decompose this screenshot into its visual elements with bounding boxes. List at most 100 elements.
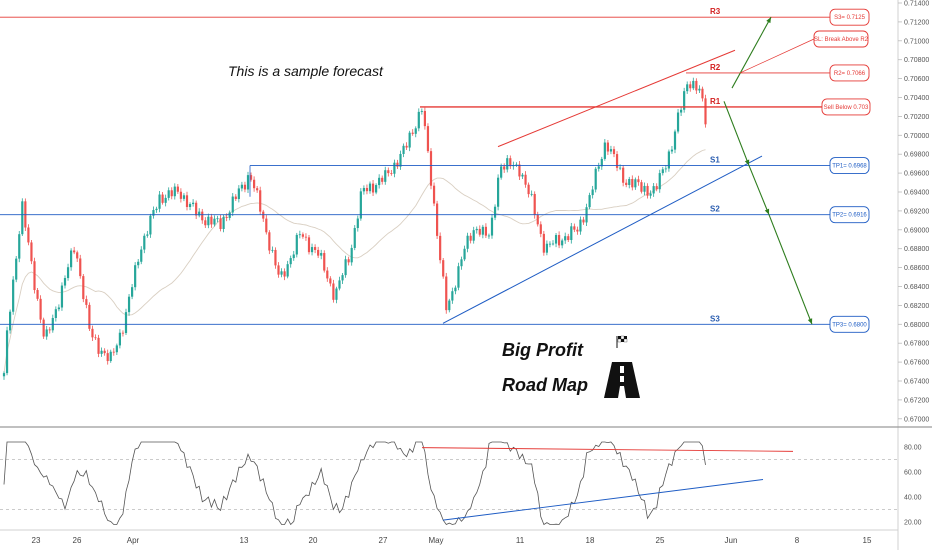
candle-body	[182, 195, 186, 199]
candle-body	[112, 351, 115, 353]
time-axis-ticks: 23 26 Apr 13 20 27 May 11 18 25 Jun 8 15	[32, 536, 872, 545]
candle-body	[399, 153, 402, 167]
upper-channel-line	[497, 49, 736, 148]
candle-body	[85, 299, 88, 305]
price-tick-label: 0.67200	[904, 397, 929, 404]
time-tick-label: 11	[516, 536, 525, 545]
candle-body	[436, 203, 439, 236]
candle-body	[124, 312, 128, 334]
candle-body	[307, 237, 311, 253]
price-tick-label: 0.68600	[904, 265, 929, 272]
candle-body	[253, 179, 256, 189]
price-tick-label: 0.68000	[904, 322, 929, 329]
candle-body	[91, 328, 94, 338]
candle-body	[634, 179, 637, 188]
candle-body	[246, 175, 250, 190]
candle-body	[619, 167, 622, 169]
candle-body	[57, 307, 60, 310]
candle-body	[670, 149, 674, 152]
bear-arrow-tp2-head	[764, 208, 770, 215]
candle-body	[445, 276, 448, 311]
candle-body	[54, 309, 57, 318]
level-label-s2: S2	[710, 205, 720, 214]
candle-body	[298, 234, 301, 236]
price-tick-label: 0.68400	[904, 284, 929, 291]
candle-body	[256, 188, 259, 191]
price-tick-label: 0.67000	[904, 416, 929, 423]
candle-body	[82, 276, 85, 300]
candle-body	[667, 151, 670, 169]
candle-body	[567, 236, 570, 241]
candle-body	[295, 234, 298, 255]
candle-body	[131, 287, 134, 297]
candle-body	[405, 145, 408, 148]
candle-body	[536, 215, 539, 225]
candle-body	[231, 196, 234, 213]
candle-body	[216, 218, 219, 220]
price-tick-label: 0.69800	[904, 152, 929, 159]
candle-body	[198, 211, 201, 216]
candle-body	[106, 353, 109, 362]
candle-body	[558, 235, 561, 246]
candle-body	[603, 142, 606, 159]
candle-body	[36, 290, 39, 299]
rsi-upper-trendline	[421, 447, 794, 452]
candle-body	[15, 258, 18, 280]
candle-body	[176, 186, 179, 192]
candle-body	[213, 218, 216, 225]
candle-body	[70, 250, 73, 268]
candle-body	[698, 88, 701, 91]
rsi-tick-label: 60.00	[904, 470, 922, 477]
time-tick-label: 13	[240, 536, 249, 545]
candle-body	[39, 298, 42, 320]
bear-arrow-tp1	[723, 101, 750, 166]
level-label-s3: S3	[710, 314, 720, 323]
candle-body	[100, 350, 103, 354]
time-tick-label: 23	[32, 536, 41, 545]
time-tick-label: 20	[309, 536, 318, 545]
candle-body	[588, 195, 591, 208]
candle-body	[676, 112, 680, 132]
rsi-tick-label: 40.00	[904, 495, 922, 502]
candle-body	[524, 174, 527, 185]
bear-arrow-tp3	[768, 214, 813, 325]
candle-body	[594, 168, 597, 190]
candle-body	[204, 220, 207, 226]
candle-body	[310, 247, 314, 253]
candle-body	[478, 228, 481, 235]
candle-body	[271, 249, 274, 251]
candle-body	[371, 183, 375, 193]
candle-body	[332, 283, 335, 300]
candle-body	[320, 252, 323, 256]
candle-body	[201, 211, 204, 221]
bear-arrow-tp2	[748, 165, 770, 215]
candle-body	[600, 158, 603, 167]
callout-r2-text: R2= 0.7066	[834, 71, 866, 77]
candle-body	[503, 166, 506, 170]
candle-body	[137, 261, 140, 266]
candle-body	[195, 202, 198, 216]
candle-body	[457, 266, 460, 288]
price-tick-label: 0.67600	[904, 360, 929, 367]
candle-body	[164, 197, 167, 203]
candle-body	[673, 131, 677, 150]
candle-body	[542, 233, 545, 253]
bear-arrow-tp3-head	[807, 318, 813, 325]
time-tick-label: 26	[73, 536, 82, 545]
rsi-tick-label: 20.00	[904, 520, 922, 527]
callout-s2-text: TP2= 0.6916	[832, 213, 867, 219]
finish-flag-icon	[616, 335, 628, 348]
candle-body	[173, 186, 176, 197]
candle-body	[628, 178, 631, 185]
candle-body	[323, 252, 326, 271]
bear-arrow-tp1-head	[744, 159, 750, 166]
candle-body	[390, 173, 393, 174]
callout-r3-text: S3= 0.7125	[834, 15, 866, 21]
candlestick-series	[2, 77, 707, 380]
candle-body	[30, 242, 33, 262]
candle-body	[283, 271, 286, 277]
candle-body	[365, 187, 369, 192]
candle-body	[500, 166, 503, 178]
support-resistance-levels: R3 R2 R1 S1 S2 S3	[0, 7, 868, 325]
price-tick-label: 0.69000	[904, 227, 929, 234]
